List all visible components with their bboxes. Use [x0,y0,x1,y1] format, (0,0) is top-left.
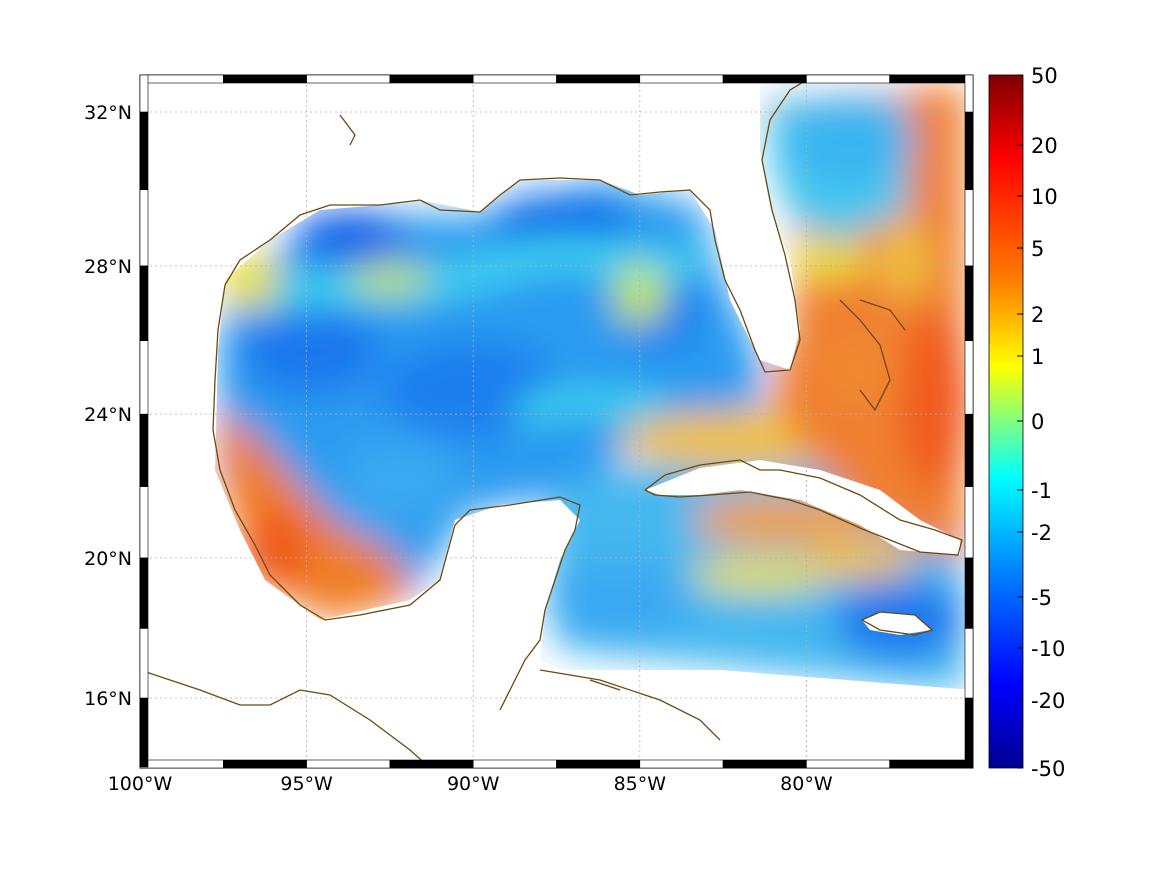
colorbar-tick-label: -20 [1031,689,1065,713]
frame-segment [139,111,149,191]
frame-segment [556,759,641,769]
frame-segment [556,74,641,84]
frame-segment [139,189,149,267]
colorbar-tick-label: 20 [1031,134,1058,158]
lon-tick-label: 85°W [614,773,667,795]
colorbar-tick-label: -10 [1031,637,1065,661]
frame-segment [889,759,974,769]
longitude-labels: 100°W 95°W 90°W 85°W 80°W [108,773,833,795]
frame-segment [964,697,974,768]
frame-segment [139,628,149,699]
graticule [140,75,973,768]
colorbar-tick-label: 10 [1031,185,1058,209]
frame-segment [806,759,891,769]
coastline [140,75,963,768]
lon-tick-label: 95°W [280,773,333,795]
frame-segment [964,340,974,415]
colorbar-tick-label: -50 [1031,757,1065,781]
frame-segment [139,340,149,415]
map-frame [139,74,974,769]
lat-tick-label: 32°N [84,102,132,124]
frame-segment [964,413,974,487]
frame-segment [722,759,807,769]
frame-segment [806,74,891,84]
frame-segment [964,486,974,559]
latitude-labels: 32°N 28°N 24°N 20°N 16°N [84,102,132,710]
lat-tick-label: 24°N [84,404,132,426]
frame-segment [472,74,557,84]
colorbar-tick-label: -5 [1031,586,1052,610]
frame-segment [639,759,724,769]
frame-segment [964,111,974,191]
frame-segment [223,759,307,769]
anomaly-field [215,85,970,690]
frame-segment [139,486,149,559]
frame-segment [306,759,391,769]
colorbar-tick-label: -2 [1031,521,1052,545]
lat-tick-label: 28°N [84,256,132,278]
colorbar-tick-label: 0 [1031,410,1044,434]
frame-segment [389,759,474,769]
frame-segment [139,74,149,113]
lon-tick-label: 80°W [780,773,833,795]
colorbar-tick-label: 50 [1031,64,1058,88]
frame-segment [639,74,724,84]
frame-segment [964,265,974,341]
frame-segment [139,697,149,768]
frame-segment [964,557,974,629]
colorbar-tick-label: -1 [1031,479,1052,503]
frame-segment [139,413,149,487]
lon-tick-label: 100°W [108,773,173,795]
frame-segment [889,74,974,84]
frame-segment [722,74,807,84]
lon-tick-label: 90°W [447,773,500,795]
frame-segment [139,74,224,84]
colorbar-tick-label: 1 [1031,345,1044,369]
frame-segment [223,74,307,84]
frame-segment [964,628,974,699]
colorbar-tick-label: 2 [1031,303,1044,327]
lat-tick-label: 20°N [84,548,132,570]
frame-segment [472,759,557,769]
frame-segment [389,74,474,84]
frame-segment [306,74,391,84]
frame-segment [964,74,974,113]
frame-segment [139,759,224,769]
colorbar-tick-label: 5 [1031,237,1044,261]
frame-segment [964,189,974,267]
lat-tick-label: 16°N [84,688,132,710]
frame-segment [139,265,149,341]
frame-segment [139,557,149,629]
